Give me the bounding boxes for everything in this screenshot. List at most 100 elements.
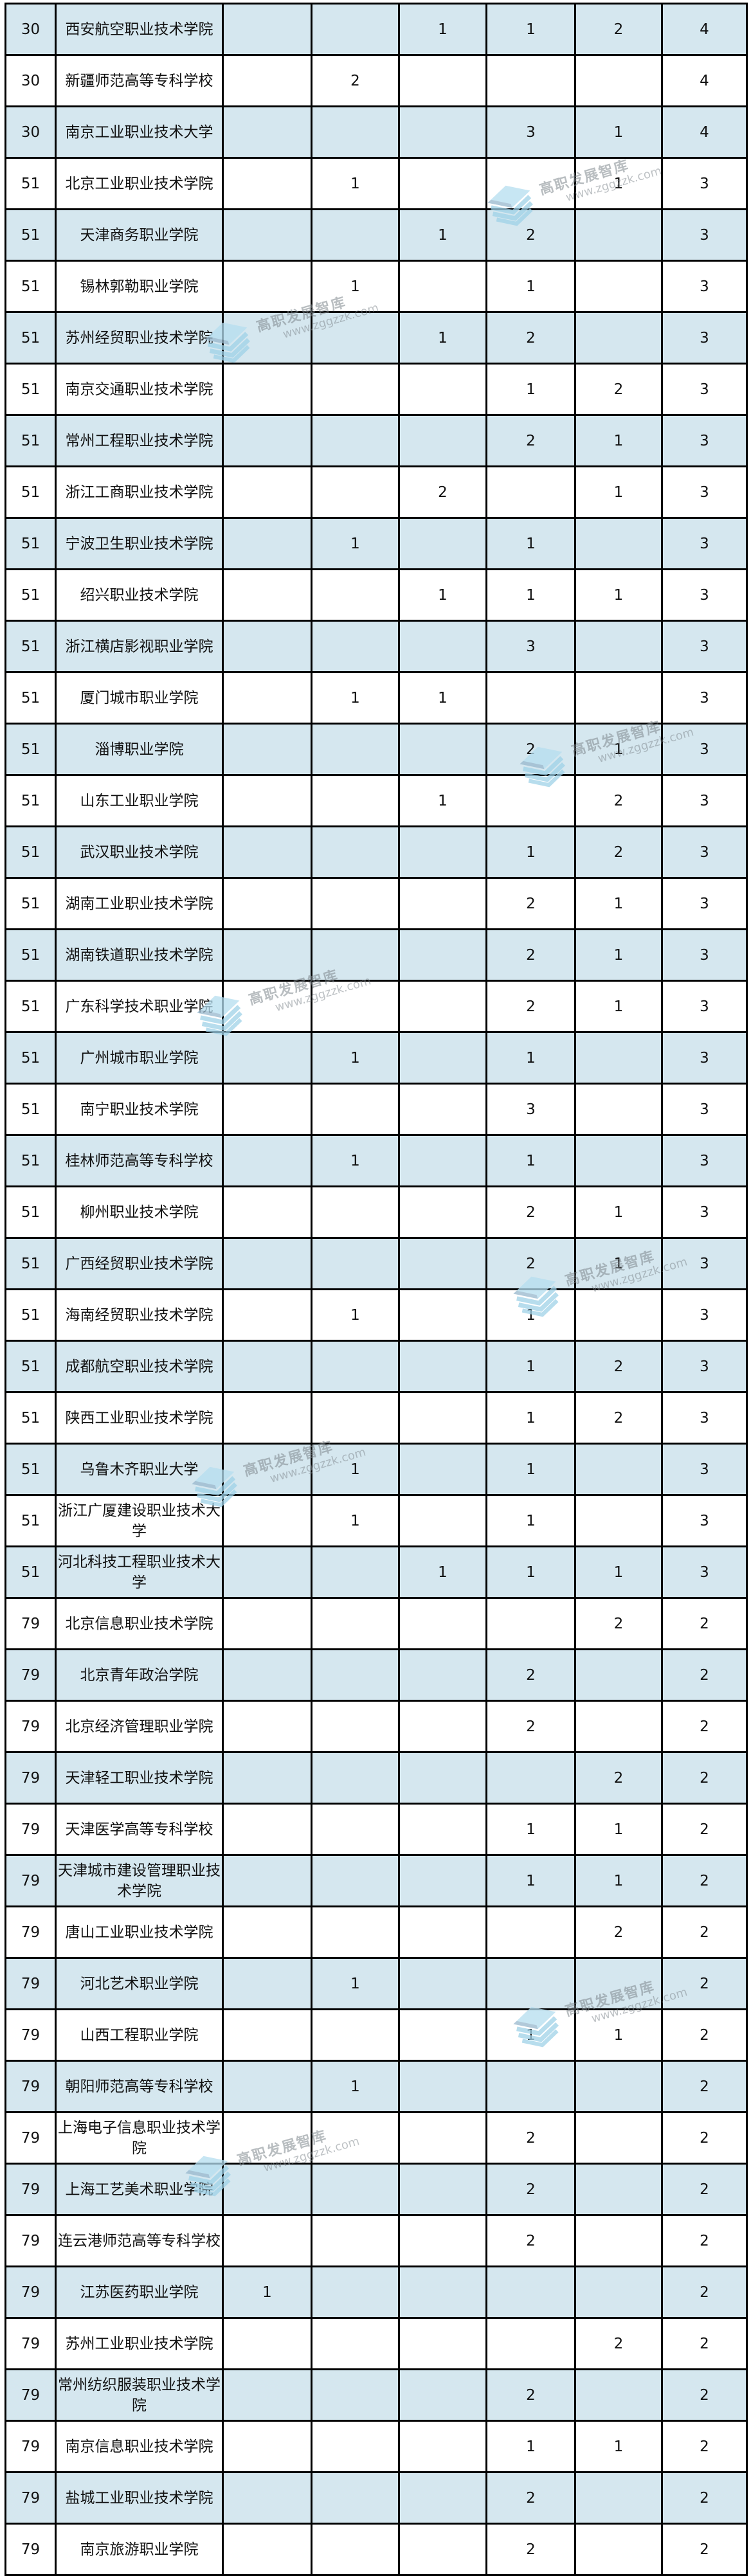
rank-cell: 30 (5, 3, 57, 56)
value-cell (222, 928, 312, 982)
value-cell (222, 1545, 312, 1599)
value-cell (398, 825, 487, 879)
value-cell (222, 723, 312, 776)
value-cell (485, 1751, 576, 1805)
total-cell: 2 (661, 1957, 748, 2010)
value-cell: 1 (311, 1957, 400, 2010)
value-cell: 1 (485, 1494, 576, 1547)
value-cell (311, 2523, 400, 2576)
school-cell: 桂林师范高等专科学校 (55, 1134, 224, 1187)
total-cell: 2 (661, 2214, 748, 2267)
rank-cell: 79 (5, 2317, 57, 2370)
value-cell (222, 3, 312, 56)
value-cell (398, 105, 487, 159)
rank-cell: 51 (5, 928, 57, 982)
value-cell (398, 2471, 487, 2525)
school-cell: 北京信息职业技术学院 (55, 1597, 224, 1650)
table-row: 79 苏州工业职业技术学院 2 2 (5, 2317, 748, 2370)
value-cell (398, 260, 487, 313)
value-cell: 2 (485, 2368, 576, 2422)
table-row: 30 南京工业职业技术大学 3 1 4 (5, 105, 748, 159)
total-cell: 3 (661, 363, 748, 416)
value-cell (574, 620, 663, 673)
table-row: 51 宁波卫生职业技术学院 1 1 3 (5, 517, 748, 570)
value-cell: 2 (485, 1237, 576, 1290)
school-cell: 浙江广厦建设职业技术大学 (55, 1494, 224, 1547)
total-cell: 3 (661, 1237, 748, 1290)
school-cell: 淄博职业学院 (55, 723, 224, 776)
value-cell (222, 1443, 312, 1496)
value-cell (574, 2163, 663, 2216)
value-cell (398, 1957, 487, 2010)
value-cell (222, 568, 312, 622)
value-cell (398, 2420, 487, 2473)
value-cell (398, 1185, 487, 1239)
school-cell: 南京信息职业技术学院 (55, 2420, 224, 2473)
table-row: 51 南宁职业技术学院 3 3 (5, 1083, 748, 1136)
value-cell: 2 (574, 1597, 663, 1650)
value-cell (485, 157, 576, 210)
value-cell: 1 (574, 928, 663, 982)
rank-cell: 79 (5, 1854, 57, 1907)
table-row: 79 南京旅游职业学院 2 2 (5, 2523, 748, 2576)
value-cell (485, 1597, 576, 1650)
value-cell (222, 517, 312, 570)
value-cell: 1 (485, 1854, 576, 1907)
value-cell: 1 (311, 1288, 400, 1342)
total-cell: 2 (661, 2471, 748, 2525)
value-cell: 2 (485, 2163, 576, 2216)
value-cell: 1 (485, 2008, 576, 2062)
total-cell: 2 (661, 1854, 748, 1907)
rank-cell: 79 (5, 2163, 57, 2216)
rank-cell: 79 (5, 2060, 57, 2113)
value-cell (222, 414, 312, 467)
value-cell (222, 260, 312, 313)
total-cell: 3 (661, 1134, 748, 1187)
value-cell (222, 1854, 312, 1907)
value-cell (311, 2265, 400, 2319)
total-cell: 4 (661, 3, 748, 56)
value-cell (311, 825, 400, 879)
value-cell: 1 (574, 1545, 663, 1599)
value-cell: 1 (574, 157, 663, 210)
value-cell: 2 (574, 1751, 663, 1805)
value-cell: 1 (574, 1237, 663, 1290)
rank-cell: 79 (5, 2214, 57, 2267)
value-cell (222, 363, 312, 416)
value-cell: 1 (311, 1494, 400, 1547)
school-cell: 广州城市职业学院 (55, 1031, 224, 1085)
value-cell (311, 2471, 400, 2525)
table-row: 51 陕西工业职业技术学院 1 2 3 (5, 1391, 748, 1445)
value-cell: 2 (485, 877, 576, 930)
table-row: 51 山东工业职业学院 1 2 3 (5, 774, 748, 827)
table-row: 51 南京交通职业技术学院 1 2 3 (5, 363, 748, 416)
value-cell: 1 (574, 568, 663, 622)
rank-cell: 79 (5, 1751, 57, 1805)
value-cell: 2 (485, 414, 576, 467)
value-cell (222, 465, 312, 519)
school-cell: 浙江横店影视职业学院 (55, 620, 224, 673)
table-row: 51 广西经贸职业技术学院 2 1 3 (5, 1237, 748, 1290)
rank-cell: 51 (5, 1494, 57, 1547)
table-row: 51 天津商务职业学院 1 2 3 (5, 208, 748, 262)
value-cell (311, 1700, 400, 1753)
school-cell: 湖南铁道职业技术学院 (55, 928, 224, 982)
value-cell (222, 1237, 312, 1290)
value-cell (574, 517, 663, 570)
table-row: 51 厦门城市职业学院 1 1 3 (5, 671, 748, 725)
school-cell: 天津城市建设管理职业技术学院 (55, 1854, 224, 1907)
rank-cell: 51 (5, 723, 57, 776)
total-cell: 2 (661, 1803, 748, 1856)
total-cell: 2 (661, 2420, 748, 2473)
value-cell (398, 620, 487, 673)
value-cell: 2 (574, 1340, 663, 1393)
value-cell (398, 363, 487, 416)
school-cell: 盐城工业职业技术学院 (55, 2471, 224, 2525)
rank-cell: 79 (5, 2265, 57, 2319)
value-cell (222, 1134, 312, 1187)
total-cell: 3 (661, 1340, 748, 1393)
total-cell: 2 (661, 2163, 748, 2216)
value-cell (311, 723, 400, 776)
value-cell: 1 (485, 1545, 576, 1599)
value-cell (574, 2060, 663, 2113)
